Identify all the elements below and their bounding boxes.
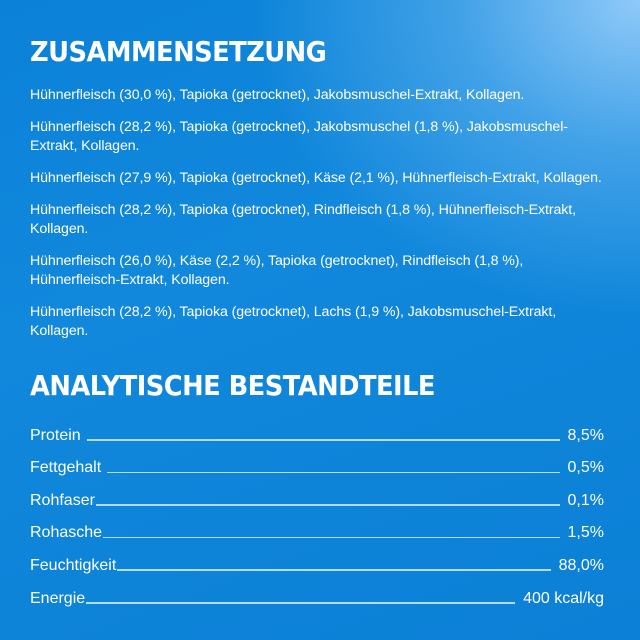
composition-item: Hühnerfleisch (30,0 %), Tapioka (getrock… [30,87,525,103]
nutrition-info-panel: ZUSAMMENSETZUNG Hühnerfleisch (30,0 %), … [30,0,610,640]
leader-line [86,602,516,604]
analytical-value: 0,1% [567,491,604,509]
analytical-row-protein: Protein 8,5% [30,413,604,446]
analytical-value: 8,5% [567,426,604,444]
leader-line [86,439,560,441]
analytical-row-rohasche: Rohasche 1,5% [30,511,604,544]
analytical-label: Fettgehalt [30,459,102,477]
composition-heading: ZUSAMMENSETZUNG [30,35,327,68]
composition-item: Hühnerfleisch (28,2 %), Tapioka (getrock… [30,304,557,339]
analytical-constituents-heading: ANALYTISCHE BESTANDTEILE [30,369,436,402]
analytical-label: Feuchtigkeit [30,556,117,574]
analytical-label: Energie [30,589,86,607]
composition-item: Hühnerfleisch (28,2 %), Tapioka (getrock… [30,202,576,237]
analytical-row-energie: Energie 400 kcal/kg [30,576,604,609]
analytical-constituents-table: Protein 8,5% Fettgehalt 0,5% Rohfaser 0,… [30,413,604,609]
analytical-row-feuchtigkeit: Feuchtigkeit 88,0% [30,543,604,576]
leader-line [95,504,560,506]
analytical-value: 88,0% [558,556,604,574]
analytical-row-rohfaser: Rohfaser 0,1% [30,478,604,511]
analytical-label: Protein [30,426,81,444]
leader-line [103,536,560,539]
composition-item: Hühnerfleisch (28,2 %), Tapioka (getrock… [30,119,568,154]
analytical-value: 1,5% [567,524,604,542]
composition-list: Hühnerfleisch (30,0 %), Tapioka (getrock… [30,86,605,354]
analytical-row-fettgehalt: Fettgehalt 0,5% [30,446,604,479]
composition-item: Hühnerfleisch (27,9 %), Tapioka (getrock… [30,170,602,186]
analytical-label: Rohfaser [30,491,95,509]
leader-line [117,569,551,571]
analytical-value: 400 kcal/kg [523,589,604,607]
analytical-label: Rohasche [30,524,103,542]
leader-line [107,471,560,474]
analytical-value: 0,5% [567,459,604,477]
composition-item: Hühnerfleisch (26,0 %), Käse (2,2 %), Ta… [30,253,524,288]
